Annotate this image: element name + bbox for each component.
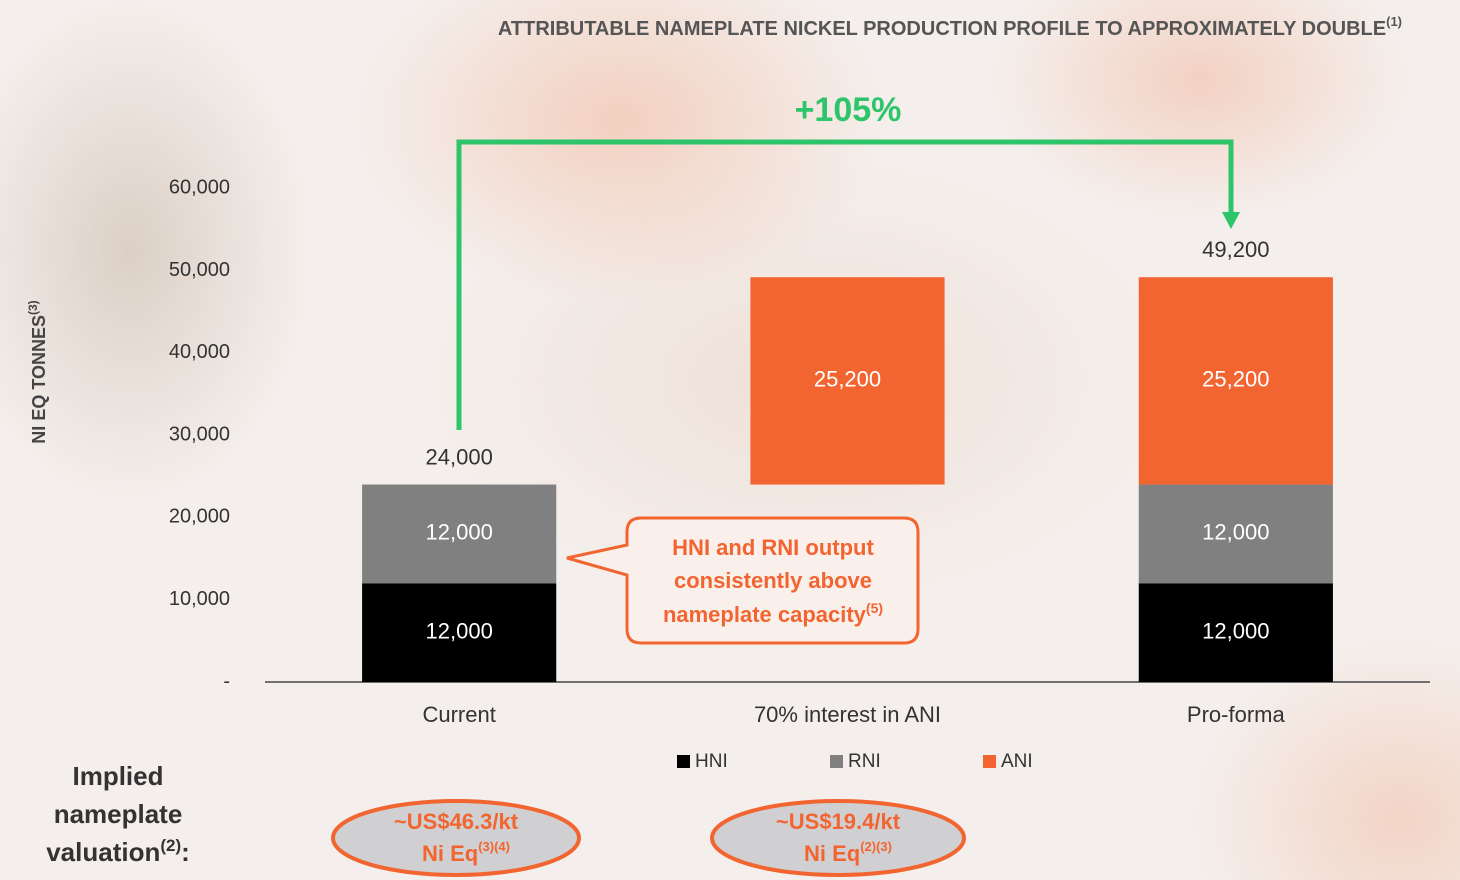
x-tick-label: 70% interest in ANI — [754, 702, 941, 727]
title-note: (1) — [1386, 14, 1402, 29]
total-label: 24,000 — [426, 444, 493, 469]
legend-label: HNI — [695, 751, 728, 772]
valuation-unit-note: (2)(3) — [860, 839, 892, 854]
legend-label: ANI — [1001, 751, 1033, 772]
legend-swatch — [983, 755, 996, 768]
chart: ATTRIBUTABLE NAMEPLATE NICKEL PRODUCTION… — [0, 0, 1460, 880]
y-tick-label: - — [223, 670, 230, 692]
valuation-price: ~US$19.4/kt — [776, 809, 901, 834]
value-label: 25,200 — [814, 367, 881, 392]
y-axis-title: NI EQ TONNES(3) — [26, 300, 49, 443]
value-label: 12,000 — [1202, 520, 1269, 545]
valuation-unit-note: (3)(4) — [478, 839, 510, 854]
x-tick-label: Pro-forma — [1187, 702, 1286, 727]
total-label: 49,200 — [1202, 237, 1269, 262]
chart-title: ATTRIBUTABLE NAMEPLATE NICKEL PRODUCTION… — [498, 18, 1386, 40]
valuation-label: valuation — [46, 837, 160, 867]
value-label: 25,200 — [1202, 367, 1269, 392]
valuation-price: ~US$46.3/kt — [394, 809, 519, 834]
y-tick-label: 50,000 — [169, 259, 230, 281]
growth-arrow-head — [1222, 212, 1240, 229]
y-label-note: (3) — [26, 300, 40, 315]
y-tick-label: 20,000 — [169, 506, 230, 528]
valuation-suffix: : — [181, 837, 190, 867]
y-tick-label: 40,000 — [169, 341, 230, 363]
callout-text-line: nameplate capacity(5) — [663, 600, 883, 627]
value-label: 12,000 — [426, 618, 493, 643]
valuation-label-line: valuation(2): — [46, 836, 190, 866]
callout-text: HNI and RNI output — [672, 535, 874, 560]
y-tick-label: 30,000 — [169, 423, 230, 445]
legend-swatch — [830, 755, 843, 768]
valuation-label: Implied — [72, 761, 163, 791]
legend-swatch — [677, 755, 690, 768]
value-label: 12,000 — [1202, 618, 1269, 643]
y-tick-label: 10,000 — [169, 588, 230, 610]
valuation-note: (2) — [160, 836, 181, 855]
valuation-label: nameplate — [54, 799, 183, 829]
x-tick-label: Current — [422, 702, 495, 727]
value-label: 12,000 — [426, 520, 493, 545]
callout-text: consistently above — [674, 568, 872, 593]
growth-label: +105% — [795, 91, 902, 129]
y-tick-label: 60,000 — [169, 177, 230, 199]
legend-label: RNI — [848, 751, 881, 772]
y-label: NI EQ TONNES — [29, 315, 49, 444]
valuation-unit: Ni Eq — [422, 841, 478, 866]
callout-note: (5) — [866, 600, 883, 616]
valuation-unit: Ni Eq — [804, 841, 860, 866]
callout-text: nameplate capacity — [663, 602, 867, 627]
chart-title-line: ATTRIBUTABLE NAMEPLATE NICKEL PRODUCTION… — [498, 14, 1402, 40]
